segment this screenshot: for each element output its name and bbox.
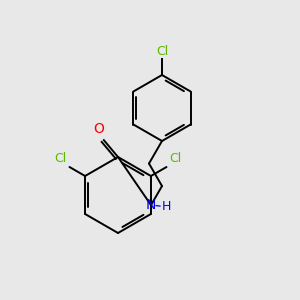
Text: Cl: Cl (54, 152, 67, 165)
Text: Cl: Cl (156, 45, 168, 58)
Text: Cl: Cl (169, 152, 182, 165)
Text: H: H (162, 200, 171, 213)
Text: O: O (93, 122, 104, 136)
Text: N: N (146, 198, 156, 212)
